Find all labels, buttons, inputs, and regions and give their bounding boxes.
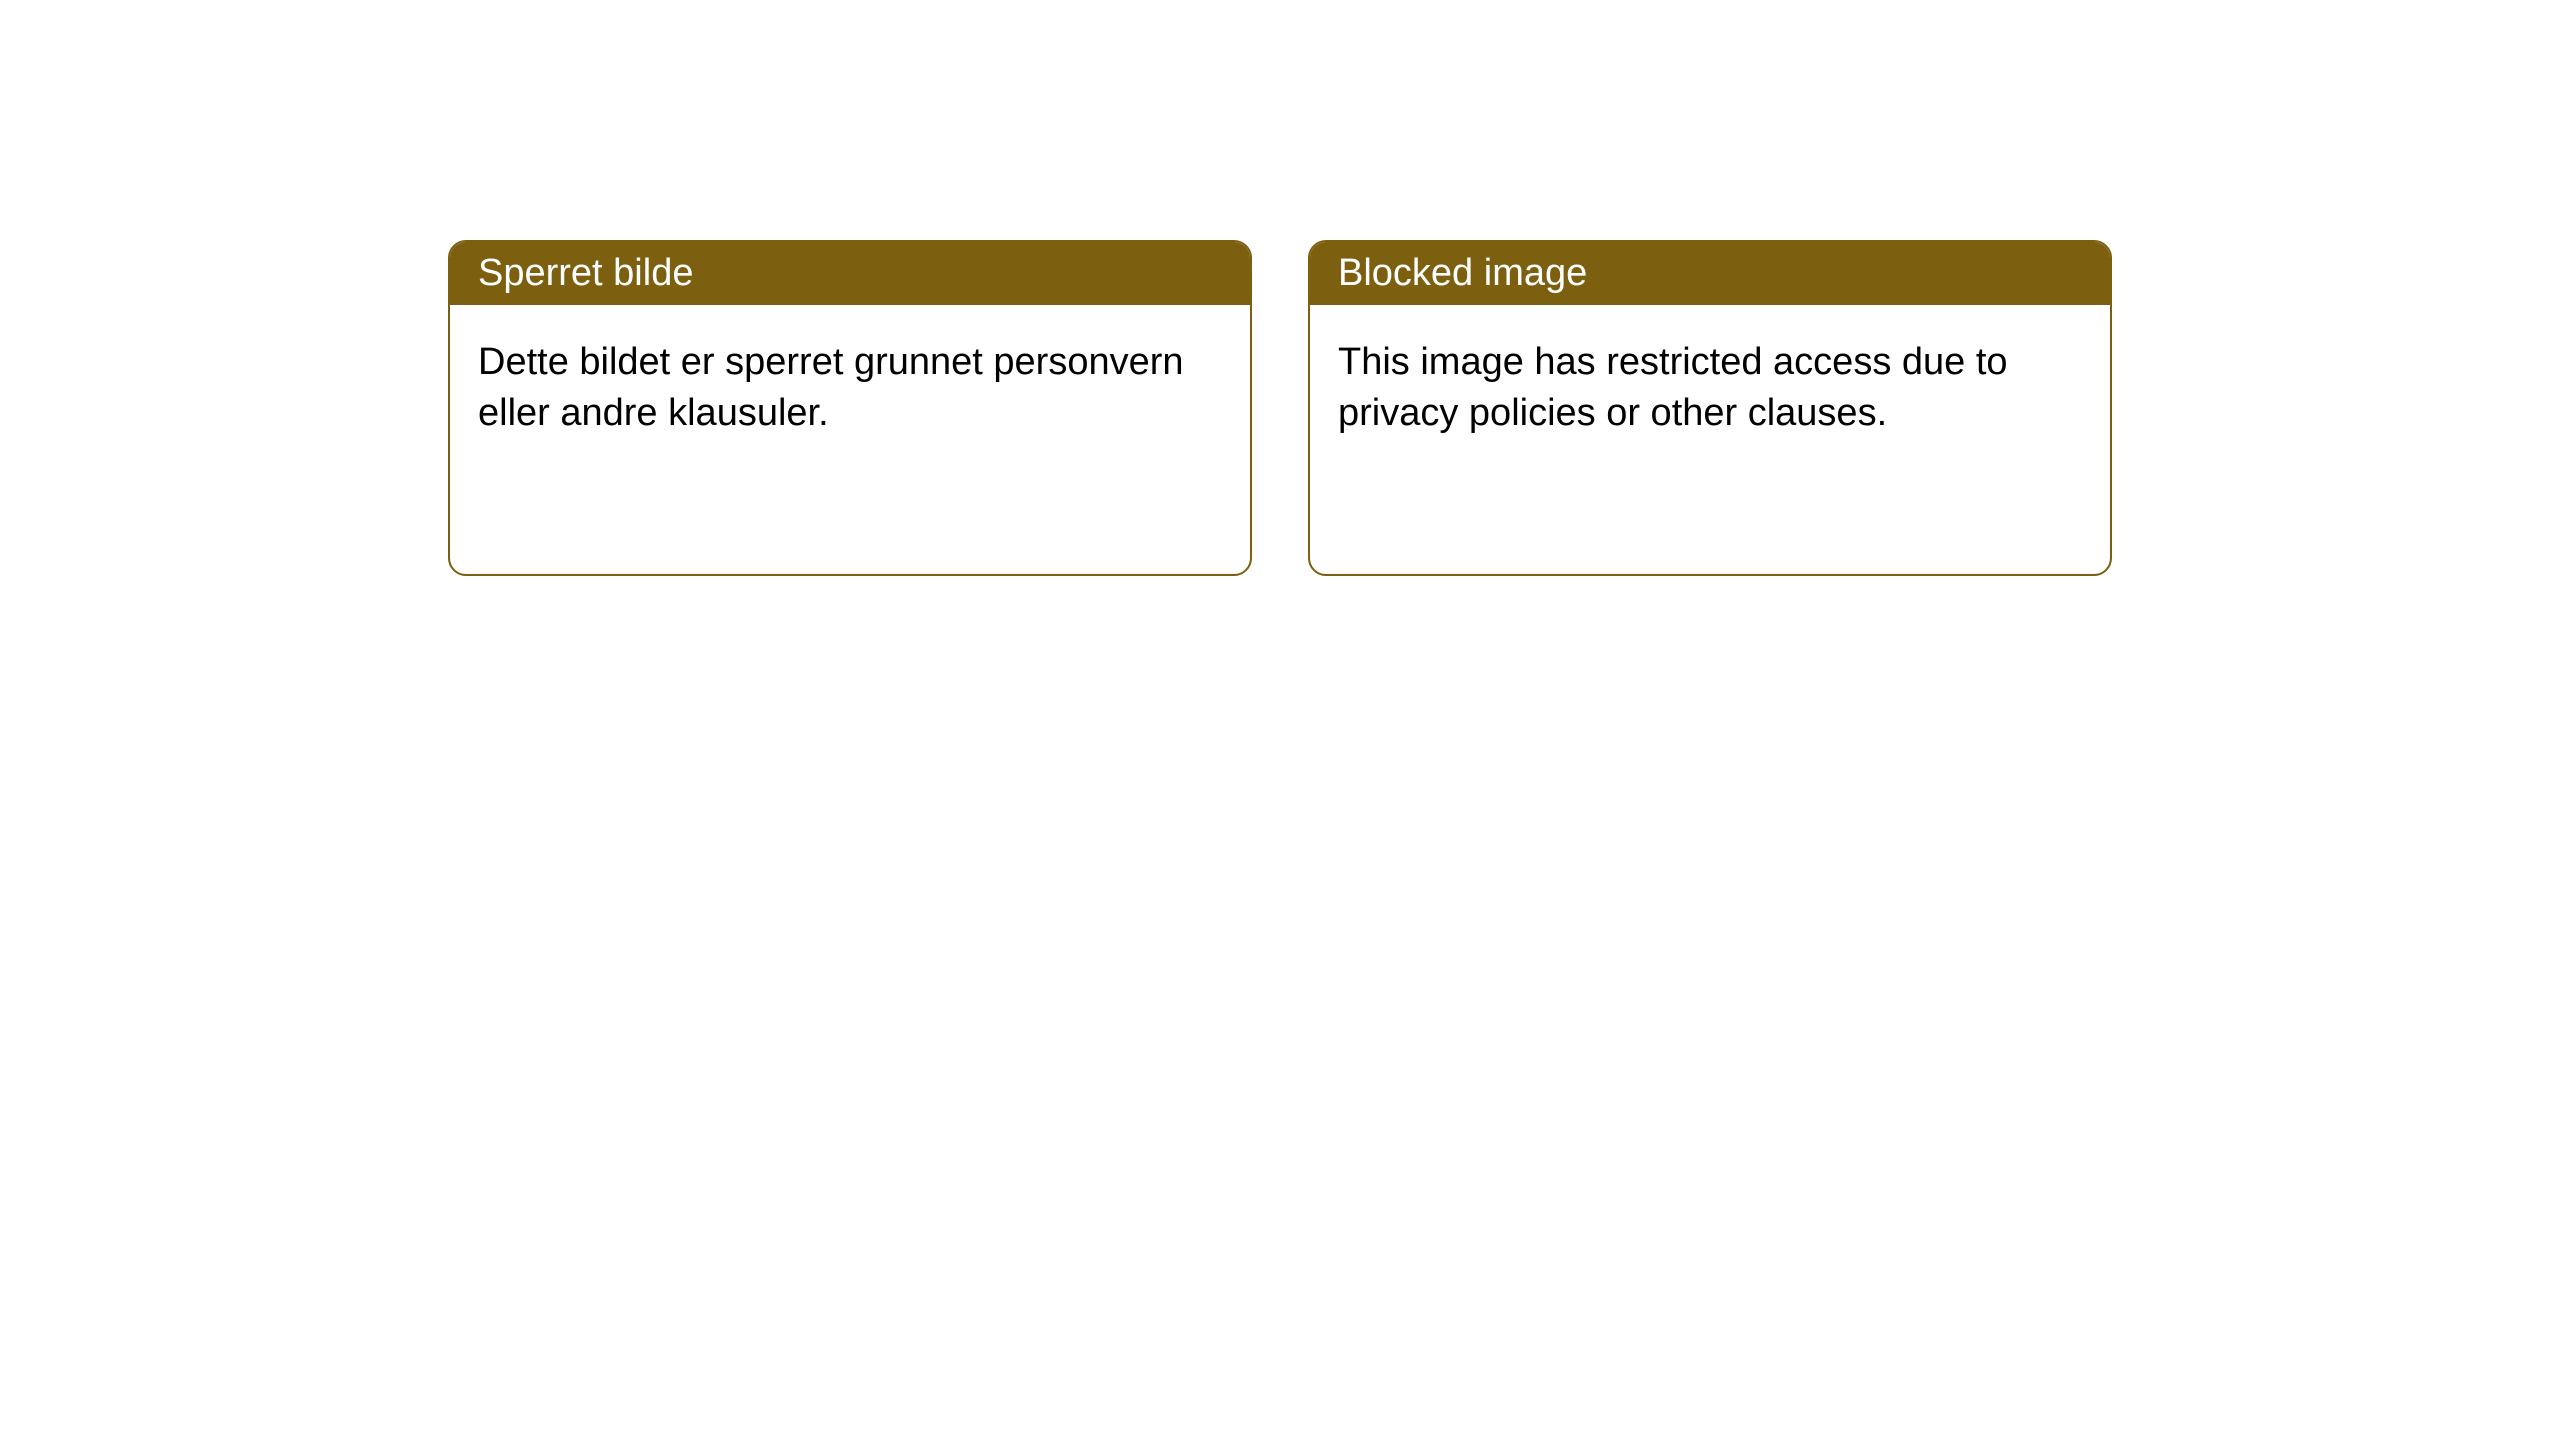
blocked-image-card-en: Blocked image This image has restricted … [1308, 240, 2112, 576]
card-message: This image has restricted access due to … [1338, 341, 2008, 434]
card-body: This image has restricted access due to … [1310, 305, 2110, 472]
card-title: Blocked image [1338, 252, 1587, 294]
blocked-image-card-no: Sperret bilde Dette bildet er sperret gr… [448, 240, 1252, 576]
card-message: Dette bildet er sperret grunnet personve… [478, 341, 1184, 434]
card-header: Sperret bilde [450, 242, 1250, 305]
card-body: Dette bildet er sperret grunnet personve… [450, 305, 1250, 472]
card-title: Sperret bilde [478, 252, 693, 294]
blocked-image-notices: Sperret bilde Dette bildet er sperret gr… [448, 240, 2560, 576]
card-header: Blocked image [1310, 242, 2110, 305]
